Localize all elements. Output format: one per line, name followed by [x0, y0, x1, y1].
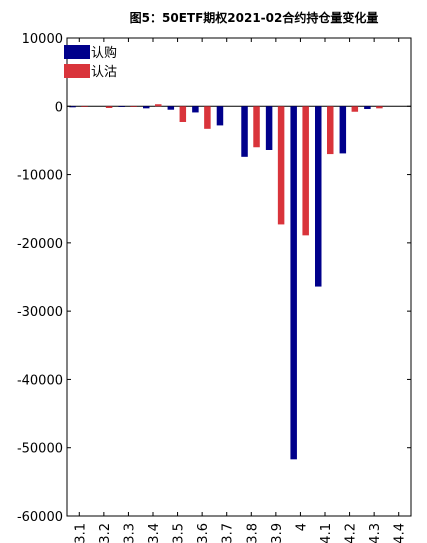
bar-call: [143, 106, 150, 109]
bar-call: [315, 106, 322, 287]
x-tick-label: 4.3: [368, 523, 383, 543]
bar-call: [265, 106, 273, 150]
y-axis: 10000 0 -10000 -20000 -30000 -40000 -50000 -600…: [17, 32, 411, 525]
bar-call: [192, 106, 199, 113]
x-tick-label: 3.3: [122, 523, 137, 543]
bar-call: [118, 106, 125, 107]
bar-put: [130, 106, 137, 107]
x-tick-label: 3.8: [245, 523, 260, 543]
y-tick-label: -50000: [17, 442, 63, 457]
legend-label: 认购: [91, 45, 117, 61]
bar-call: [241, 106, 248, 157]
x-tick-label: 4.4: [393, 523, 408, 543]
y-tick-label: 0: [55, 100, 63, 115]
legend-swatch: [64, 64, 90, 78]
bar-put: [179, 106, 187, 122]
plot-area: [66, 37, 412, 517]
y-tick-label: -60000: [17, 510, 63, 525]
bar-call: [167, 106, 175, 110]
bar-put: [351, 106, 359, 112]
bar-put: [253, 106, 260, 148]
bar-put: [302, 106, 309, 236]
bars: [69, 104, 383, 460]
bar-put: [277, 106, 285, 225]
x-tick-label: 3.6: [196, 523, 211, 543]
x-tick-label: 3.1: [73, 523, 88, 543]
bar-put: [155, 104, 162, 107]
bar-call: [290, 106, 297, 460]
chart-title: 图5：50ETF期权2021-02合约持仓量变化量: [130, 10, 379, 25]
legend-label: 认沽: [91, 65, 117, 80]
bar-put: [327, 106, 334, 155]
x-axis: 3.1 3.2 3.3 3.4 3.5 3.6 3.7 3.8 3.9 4 4.1 4.2 4.3 4.4: [73, 38, 408, 543]
x-tick-label: 3.7: [221, 523, 236, 543]
y-tick-label: -10000: [17, 169, 63, 184]
bar-call: [69, 106, 76, 108]
x-tick-label: 3.4: [147, 523, 162, 543]
bar-put: [105, 106, 113, 108]
bar-put: [81, 106, 88, 107]
x-tick-label: 4.2: [344, 523, 359, 543]
y-tick-label: -30000: [17, 305, 63, 320]
bar-call: [339, 106, 347, 154]
y-tick-label: -20000: [17, 237, 63, 252]
bar-put: [376, 106, 383, 109]
x-tick-label: 3.9: [270, 523, 285, 543]
y-tick-label: -40000: [17, 373, 63, 388]
y-tick-label: 10000: [22, 32, 63, 47]
bar-call: [216, 106, 224, 126]
x-tick-label: 4: [294, 523, 309, 531]
x-tick-label: 3.2: [98, 523, 113, 543]
x-tick-label: 4.1: [319, 523, 334, 543]
bar-call: [364, 106, 371, 110]
x-tick-label: 3.5: [172, 523, 187, 543]
bar-put: [204, 106, 211, 129]
legend-swatch: [64, 45, 90, 59]
